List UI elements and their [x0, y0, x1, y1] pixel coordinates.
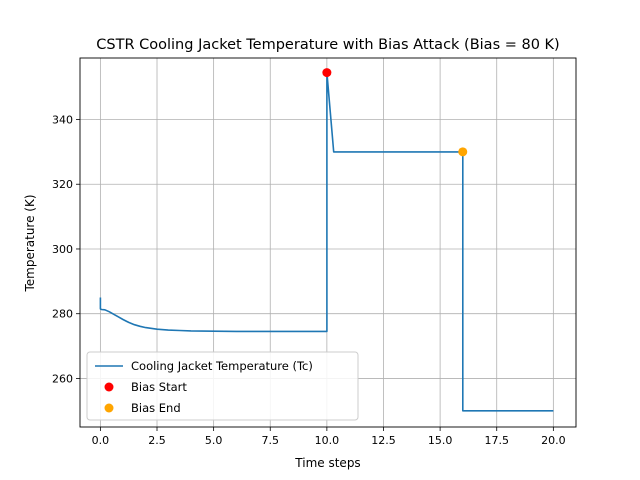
bias-end-marker: [458, 147, 468, 157]
legend-label-bias-start: Bias Start: [131, 380, 187, 394]
x-tick-label: 17.5: [484, 434, 509, 447]
x-tick-label: 10.0: [315, 434, 340, 447]
chart-title: CSTR Cooling Jacket Temperature with Bia…: [96, 37, 559, 53]
legend-label-cooling-jacket-temperature-tc: Cooling Jacket Temperature (Tc): [131, 359, 313, 373]
x-tick-label: 5.0: [205, 434, 223, 447]
axis-ticks: 0.0 2.5 5.0 7.5 10.0 12.5 15.0 17.5 20.0 260 280 30…: [52, 114, 566, 448]
x-tick-label: 7.5: [261, 434, 279, 447]
x-tick-label: 2.5: [148, 434, 166, 447]
y-axis-label: Temperature (K): [23, 194, 37, 292]
legend: Cooling Jacket Temperature (Tc) Bias Star…: [86, 351, 359, 421]
x-tick-label: 0.0: [92, 434, 110, 447]
x-tick-label: 15.0: [428, 434, 453, 447]
series-markers: [322, 68, 468, 157]
legend-bias-end-swatch: [104, 403, 114, 413]
y-tick-label: 300: [52, 243, 73, 256]
x-axis-label: Time steps: [294, 456, 360, 470]
series-line-tc: [99, 71, 554, 412]
x-tick-label: 20.0: [541, 434, 566, 447]
y-tick-label: 280: [52, 308, 73, 321]
y-tick-label: 260: [52, 372, 73, 385]
legend-bias-start-swatch: [104, 382, 114, 392]
legend-label-bias-end: Bias End: [131, 401, 181, 415]
x-tick-label: 12.5: [371, 434, 396, 447]
y-tick-label: 320: [52, 178, 73, 191]
series-lines: [99, 71, 554, 412]
y-tick-label: 340: [52, 114, 73, 127]
bias-start-marker: [322, 68, 332, 78]
plot-frame: [79, 57, 577, 428]
legend-box: [86, 351, 359, 421]
